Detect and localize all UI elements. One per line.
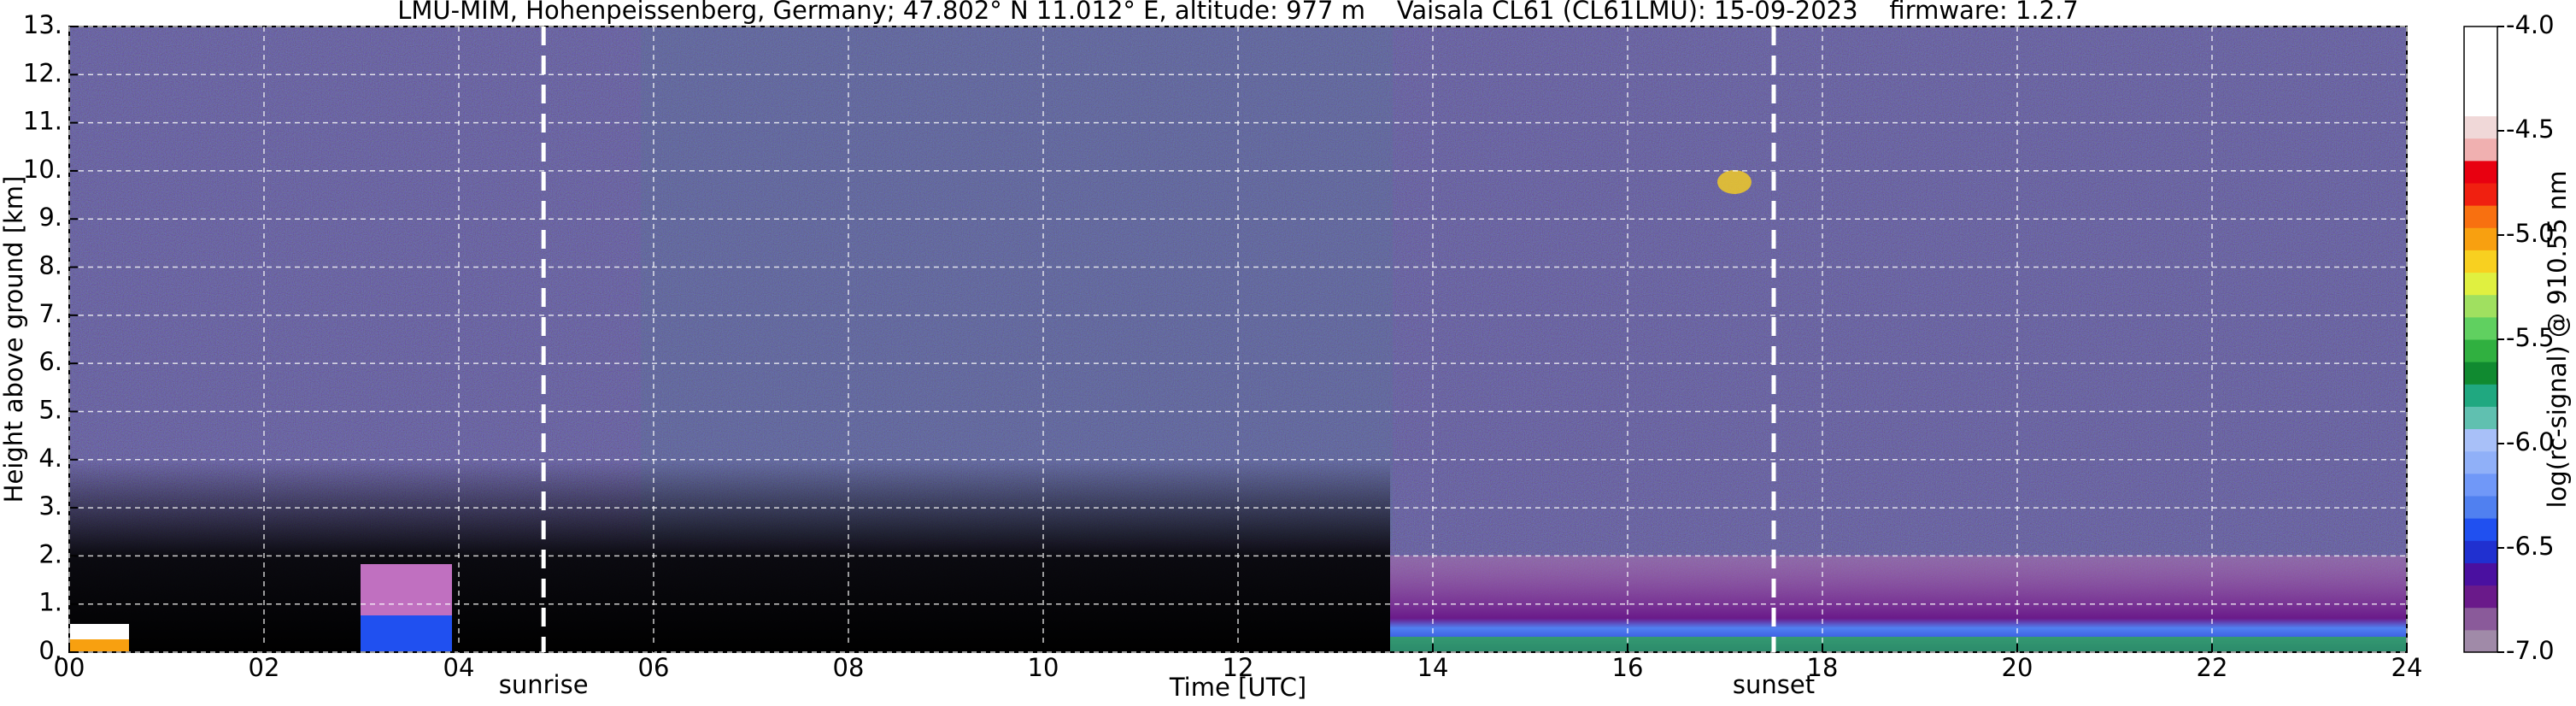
colorbar-tick-label: -5.0 [2506,219,2555,248]
event-label: sunset [1733,670,1815,699]
y-tick-label: 1. [38,588,62,617]
y-tick-label: 3. [38,491,62,521]
chart-title: LMU-MIM, Hohenpeissenberg, Germany; 47.8… [397,0,2079,25]
x-tick-label: 04 [443,653,475,682]
colorbar-tick-label: -6.5 [2506,532,2555,561]
colorbar-bin [2464,115,2497,139]
colorbar-bin [2464,562,2497,586]
colorbar-tick-label: -6.0 [2506,427,2555,456]
colorbar-bin [2464,473,2497,497]
y-tick-label: 11. [23,107,62,136]
colorbar-bin [2464,316,2497,340]
y-tick-label: 5. [38,395,62,424]
x-tick-label: 14 [1417,653,1449,682]
y-tick-label: 12. [23,58,62,87]
colorbar-tick-label: -4.5 [2506,115,2555,144]
colorbar-bin [2464,428,2497,452]
colorbar-bin [2464,629,2497,653]
x-tick-label: 24 [2391,653,2423,682]
x-tick-label: 16 [1612,653,1644,682]
y-tick-label: 13. [23,10,62,39]
colorbar-bin [2464,272,2497,296]
y-tick-label: 4. [38,444,62,473]
colorbar-bin [2464,205,2497,228]
colorbar-bin [2464,160,2497,184]
x-tick-label: 10 [1028,653,1059,682]
y-tick-label: 2. [38,539,62,568]
y-axis-label: Height above ground [km] [0,176,28,503]
y-tick-label: 7. [38,299,62,328]
x-axis-label: Time [UTC] [1169,673,1306,702]
colorbar-bin [2464,138,2497,162]
x-tick-label: 06 [638,653,670,682]
x-tick-label: 12 [1223,653,1254,682]
colorbar-bin [2464,496,2497,519]
colorbar-bin [2464,49,2497,72]
colorbar-bin [2464,607,2497,631]
colorbar-bin [2464,250,2497,274]
y-tick-label: 10. [23,155,62,184]
colorbar-bin [2464,339,2497,362]
colorbar-bin [2464,406,2497,430]
colorbar-tick-label: -7.0 [2506,636,2555,665]
colorbar-bin [2464,362,2497,385]
colorbar-bin [2464,450,2497,474]
y-tick-label: 9. [38,203,62,232]
colorbar-bin [2464,518,2497,541]
colorbar-tick-label: -4.0 [2506,10,2555,39]
colorbar-bin [2464,93,2497,117]
x-tick-label: 00 [54,653,85,682]
colorbar-bin [2464,384,2497,407]
x-tick-label: 08 [833,653,865,682]
colorbar-bin [2464,227,2497,250]
y-tick-label: 8. [38,251,62,280]
x-tick-label: 20 [2002,653,2033,682]
colorbar-bin [2464,585,2497,609]
colorbar-bin [2464,71,2497,94]
x-tick-label: 18 [1807,653,1839,682]
colorbar-label: log(rc-signal) @ 910.55 nm [2543,170,2572,508]
colorbar-bin [2464,294,2497,318]
colorbar-bin [2464,26,2497,50]
colorbar-tick-label: -5.5 [2506,323,2555,352]
y-tick-label: 6. [38,347,62,376]
y-tick-label: 0. [38,636,62,665]
x-tick-label: 22 [2197,653,2228,682]
event-label: sunrise [499,670,589,699]
colorbar-bin [2464,183,2497,206]
colorbar-bin [2464,540,2497,563]
x-tick-label: 02 [249,653,280,682]
